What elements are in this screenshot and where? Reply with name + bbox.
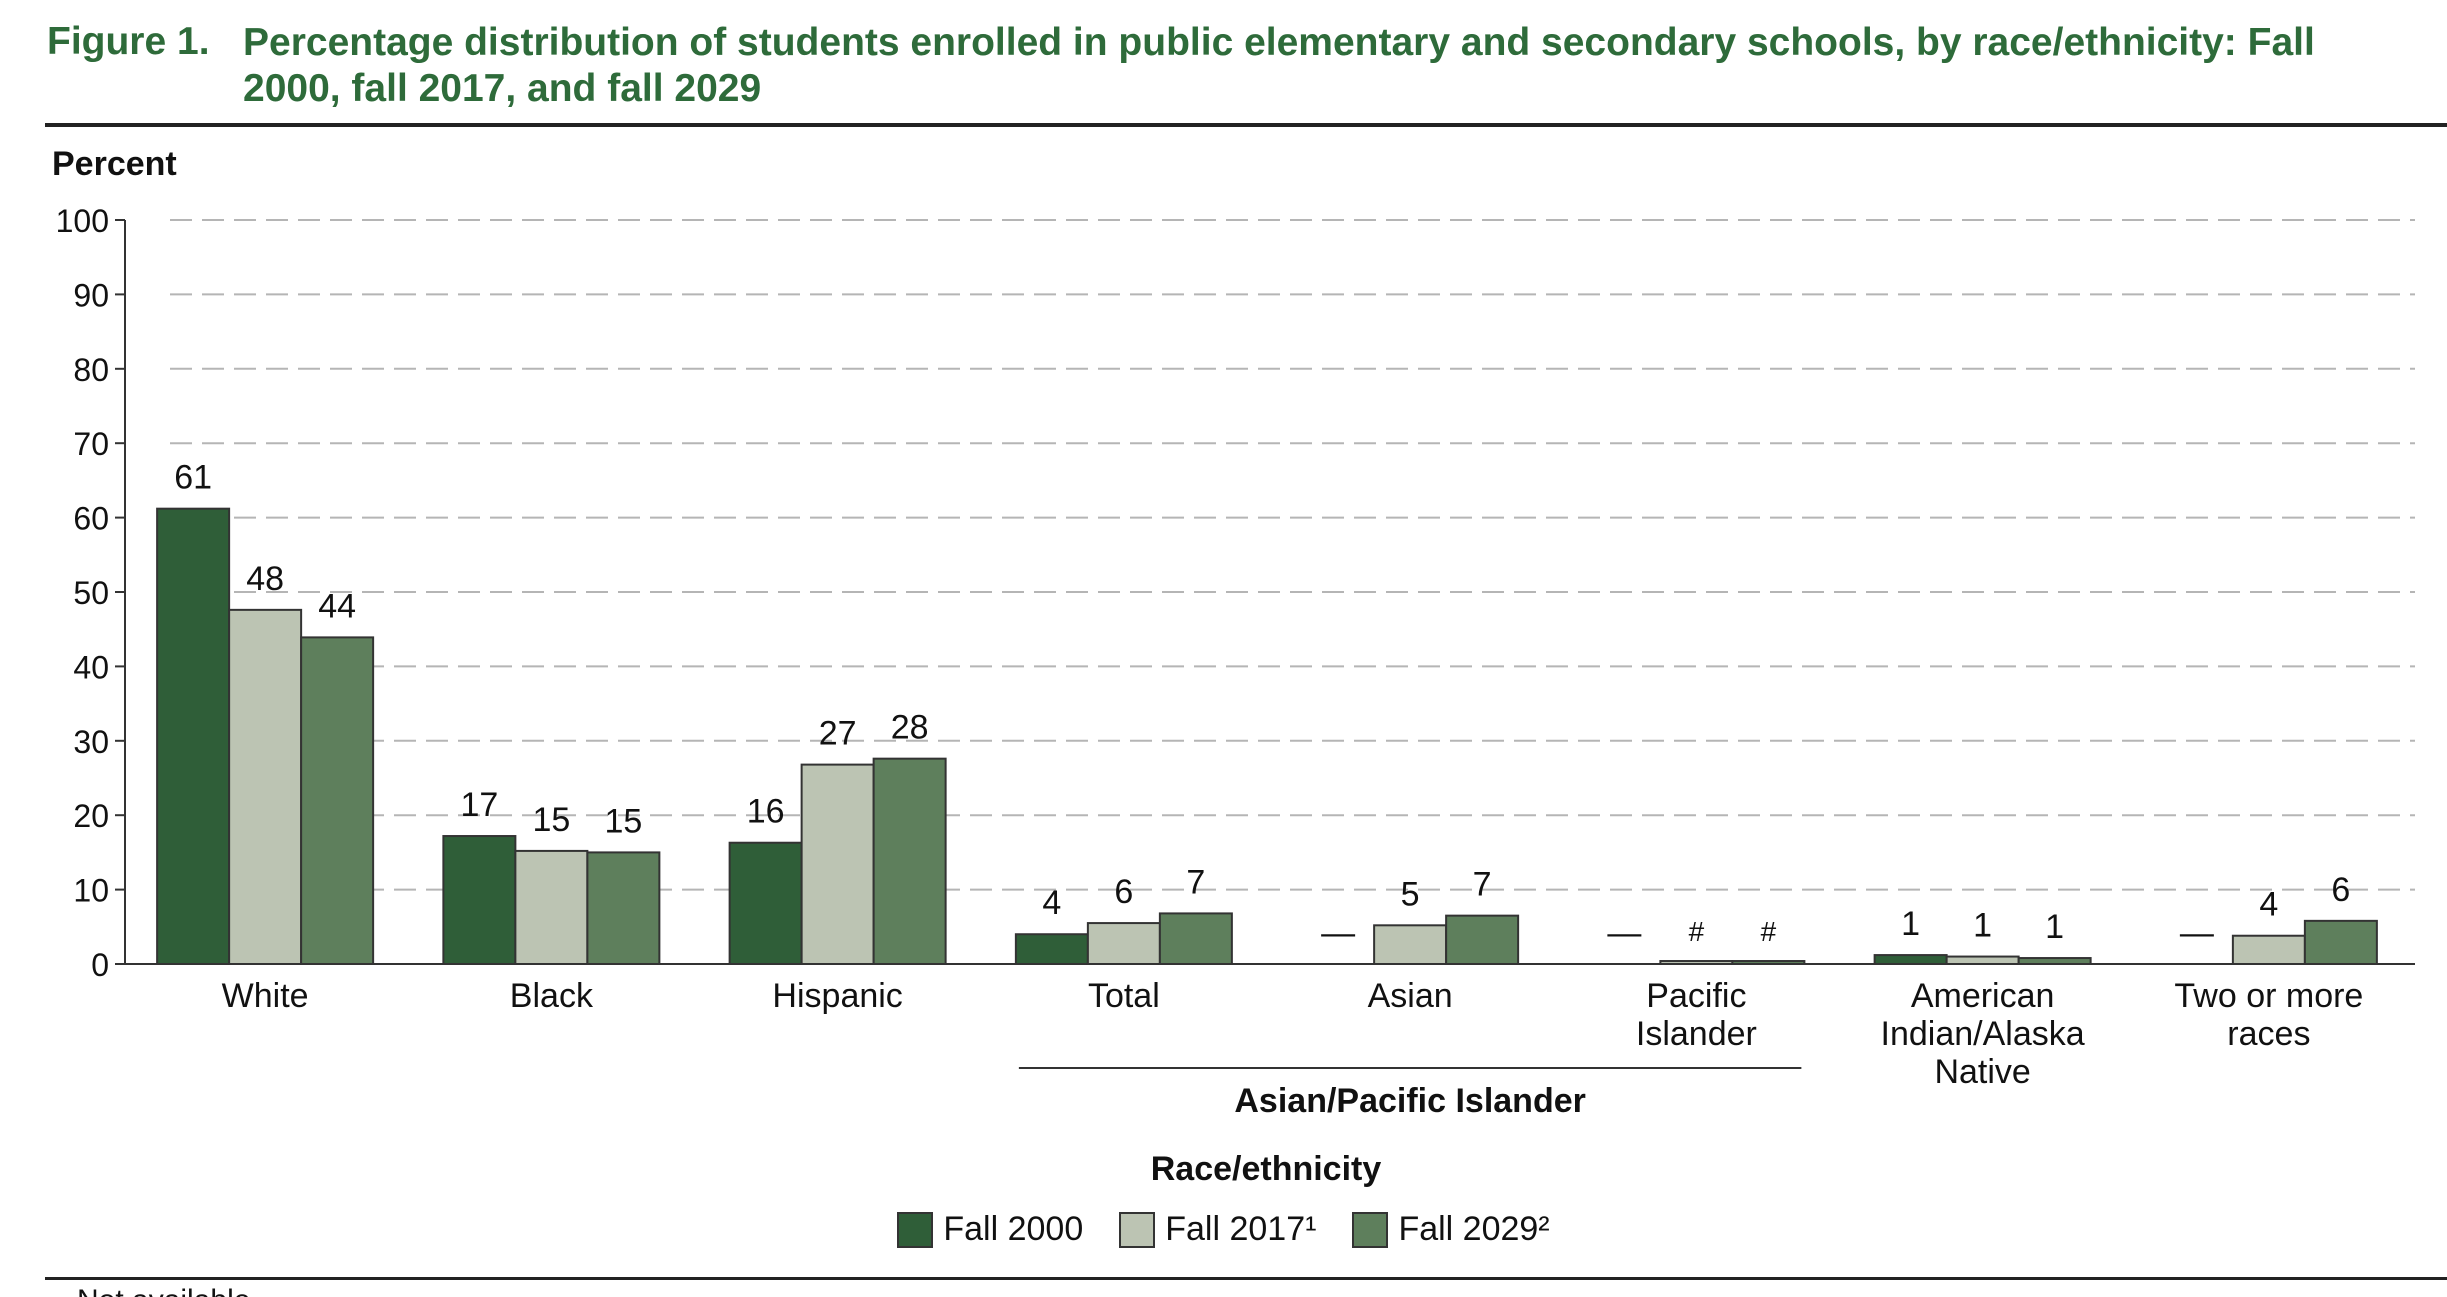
bar-fall-2029 <box>872 757 947 965</box>
data-label: 1 <box>1973 907 1992 945</box>
bar-fall-2029 <box>1445 914 1520 966</box>
bar-fall-2029 <box>2303 919 2378 966</box>
bottom-rule <box>45 1277 2447 1280</box>
x-tick-label: Pacific <box>1646 977 1746 1015</box>
x-tick-label: races <box>2227 1015 2310 1053</box>
bar-fall-2000 <box>728 841 803 966</box>
category-labels: White Black Hispanic Total Asian PacificIslan… <box>222 977 2364 1091</box>
figure-title: Percentage distribution of students enro… <box>243 21 2315 110</box>
bar-fall-2000 <box>442 835 517 965</box>
y-axis-label: Percent <box>52 145 177 183</box>
y-tick-label: 100 <box>56 203 109 239</box>
x-tick-label: White <box>222 977 309 1015</box>
data-label: 48 <box>246 560 284 598</box>
x-tick-label: Islander <box>1636 1015 1757 1053</box>
bar-fall-2000 <box>156 507 231 965</box>
bar-fall-2017 <box>2231 934 2306 966</box>
bar-fall-2017 <box>1373 924 1448 966</box>
bar-fall-2017 <box>228 608 303 966</box>
y-tick-label: 50 <box>73 575 109 611</box>
gridlines <box>170 219 2415 891</box>
legend-item: Fall 2000 <box>897 1210 1083 1249</box>
bar-fall-2029 <box>300 636 375 965</box>
x-tick-label: Asian <box>1368 977 1453 1015</box>
y-tick-label: 60 <box>73 501 109 537</box>
bar-fall-2029 <box>1731 960 1806 965</box>
x-tick-label: Total <box>1088 977 1160 1015</box>
x-tick-label: American <box>1911 977 2055 1015</box>
legend-item: Fall 2029² <box>1352 1210 1550 1249</box>
bar-fall-2000 <box>1873 954 1948 966</box>
data-label: # <box>1689 916 1705 947</box>
legend-swatch <box>897 1211 934 1248</box>
bar-fall-2017 <box>1086 922 1161 966</box>
y-tick-label: 90 <box>73 277 109 313</box>
bar-fall-2017 <box>800 763 875 965</box>
data-label: 5 <box>1401 875 1420 913</box>
y-tick-label: 10 <box>73 873 109 909</box>
bar-fall-2017 <box>1659 960 1734 965</box>
data-label: 1 <box>2045 908 2064 946</box>
legend-label: Fall 2017¹ <box>1165 1210 1317 1248</box>
data-label: — <box>1607 914 1641 952</box>
data-label: 61 <box>174 459 212 497</box>
group-bracket-label: Asian/Pacific Islander <box>1234 1082 1586 1120</box>
bar-fall-2017 <box>514 849 589 965</box>
data-label: 44 <box>318 587 356 625</box>
legend-label: Fall 2000 <box>943 1210 1084 1248</box>
legend-swatch <box>1352 1211 1389 1248</box>
data-label: 15 <box>604 802 642 840</box>
bar-fall-2000 <box>1014 933 1089 965</box>
x-tick-label: Two or more <box>2174 977 2363 1015</box>
data-label: 6 <box>2331 871 2350 909</box>
top-rule <box>45 123 2447 127</box>
y-tick-label: 20 <box>73 798 109 834</box>
legend-swatch <box>1119 1211 1156 1248</box>
data-label: 15 <box>532 801 570 839</box>
bars <box>156 507 2378 966</box>
data-label: 6 <box>1114 873 1133 911</box>
legend-label: Fall 2029² <box>1398 1210 1550 1248</box>
data-label: 1 <box>1901 905 1920 943</box>
y-tick-label: 30 <box>73 724 109 760</box>
legend-item: Fall 2017¹ <box>1119 1210 1316 1249</box>
x-tick-label: Black <box>510 977 594 1015</box>
bar-fall-2029 <box>2017 957 2092 965</box>
data-label: — <box>2180 914 2214 952</box>
x-tick-label: Native <box>1934 1053 2030 1091</box>
figure-label: Figure 1. <box>47 20 210 63</box>
data-label: 4 <box>1042 884 1061 922</box>
y-tick-label: 70 <box>73 426 109 462</box>
data-label: 16 <box>747 793 785 831</box>
data-label: 4 <box>2259 886 2278 924</box>
data-label: 17 <box>460 786 498 824</box>
data-label: 27 <box>819 715 857 753</box>
bar-fall-2029 <box>1158 912 1233 966</box>
data-label: 7 <box>1473 866 1492 904</box>
y-tick-label: 40 <box>73 649 109 685</box>
data-label: # <box>1761 916 1777 947</box>
legend: Fall 2000 Fall 2017¹ Fall 2029² <box>0 1210 2447 1249</box>
bar-fall-2029 <box>586 851 661 966</box>
x-tick-label: Hispanic <box>772 977 902 1015</box>
data-labels: 61 48 44 17 15 15 16 27 28 4 6 7 — 5 7 — # #1 1 1 — 4 6 <box>174 459 2350 952</box>
data-label: 7 <box>1186 863 1205 901</box>
group-bracket: Asian/Pacific Islander <box>1018 1067 1802 1120</box>
data-label: 28 <box>891 709 929 747</box>
y-tick-label: 0 <box>91 947 109 983</box>
bar-fall-2017 <box>1945 955 2020 965</box>
y-tick-label: 80 <box>73 352 109 388</box>
x-tick-label: Indian/Alaska <box>1881 1015 2085 1053</box>
x-axis-label: Race/ethnicity <box>1151 1150 1382 1188</box>
data-label: — <box>1321 914 1355 952</box>
footnote-fragment: —Not available. <box>47 1286 259 1297</box>
